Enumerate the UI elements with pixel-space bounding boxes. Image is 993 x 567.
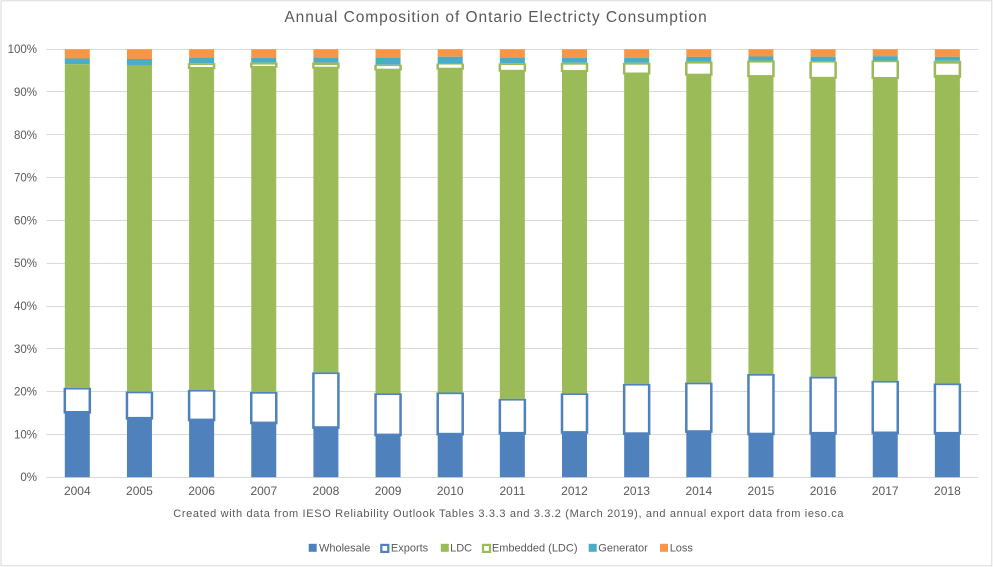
svg-text:2017: 2017 (872, 484, 899, 498)
svg-text:2007: 2007 (250, 484, 277, 498)
svg-text:2009: 2009 (375, 484, 402, 498)
svg-text:2015: 2015 (748, 484, 775, 498)
svg-text:0%: 0% (20, 472, 37, 484)
svg-text:2016: 2016 (810, 484, 837, 498)
svg-text:2013: 2013 (623, 484, 650, 498)
svg-text:60%: 60% (14, 215, 37, 227)
svg-text:Embedded (LDC): Embedded (LDC) (492, 543, 578, 555)
svg-text:Generator: Generator (598, 543, 648, 555)
svg-text:10%: 10% (14, 429, 37, 441)
svg-text:Wholesale: Wholesale (319, 543, 370, 555)
svg-text:50%: 50% (14, 258, 37, 270)
svg-text:2005: 2005 (126, 484, 153, 498)
svg-text:2012: 2012 (561, 484, 588, 498)
svg-text:30%: 30% (14, 344, 37, 356)
svg-text:2004: 2004 (64, 484, 91, 498)
svg-text:40%: 40% (14, 301, 37, 313)
svg-text:2014: 2014 (685, 484, 712, 498)
svg-text:2011: 2011 (499, 484, 525, 498)
svg-text:20%: 20% (14, 387, 37, 399)
svg-text:Exports: Exports (391, 543, 429, 555)
svg-text:2008: 2008 (313, 484, 340, 498)
svg-text:80%: 80% (14, 130, 37, 142)
svg-text:100%: 100% (8, 44, 37, 56)
svg-text:2018: 2018 (934, 484, 961, 498)
svg-text:Created with data from IESO Re: Created with data from IESO Reliability … (173, 508, 844, 520)
svg-text:Annual Composition of Ontario: Annual Composition of Ontario Electricty… (284, 9, 707, 26)
svg-text:70%: 70% (14, 173, 37, 185)
svg-text:2006: 2006 (188, 484, 215, 498)
svg-text:LDC: LDC (450, 543, 472, 555)
svg-text:90%: 90% (14, 87, 37, 99)
svg-text:2010: 2010 (437, 484, 464, 498)
svg-text:Loss: Loss (670, 543, 694, 555)
